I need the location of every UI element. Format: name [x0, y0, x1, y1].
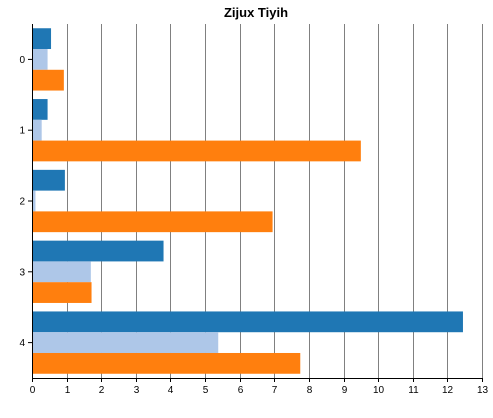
bar-2-series-1 — [32, 190, 36, 212]
x-tick-label-5: 5 — [203, 385, 209, 396]
x-tick-label-0: 0 — [30, 385, 36, 396]
x-tick-label-11: 11 — [408, 385, 419, 396]
bar-3-series-1 — [32, 261, 91, 283]
y-tick-label-4: 4 — [19, 338, 25, 349]
x-tick-label-8: 8 — [307, 385, 313, 396]
bar-3-series-0 — [32, 240, 164, 262]
bar-2-series-0 — [32, 169, 65, 191]
axes — [32, 24, 482, 379]
x-tick-label-7: 7 — [272, 385, 278, 396]
x-tick-labels: 0 1 2 3 4 5 6 7 8 9 10 11 12 13 — [30, 378, 489, 396]
chart-title: Zijux Tiyih — [224, 5, 288, 20]
bar-0-series-2 — [32, 69, 64, 91]
bar-4-series-1 — [32, 332, 219, 353]
x-tick-label-3: 3 — [134, 385, 140, 396]
bar-3-series-2 — [32, 282, 92, 303]
x-tick-label-9: 9 — [342, 385, 348, 396]
bar-0-series-1 — [32, 49, 48, 70]
y-tick-label-3: 3 — [19, 267, 25, 278]
bars — [32, 28, 463, 374]
x-tick-label-13: 13 — [477, 385, 489, 396]
y-tick-label-2: 2 — [19, 197, 25, 208]
x-tick-label-2: 2 — [99, 385, 105, 396]
x-tick-label-1: 1 — [65, 385, 71, 396]
x-tick-label-6: 6 — [238, 385, 244, 396]
bar-0-series-0 — [32, 28, 52, 50]
x-tick-label-10: 10 — [373, 385, 385, 396]
bar-2-series-2 — [32, 211, 273, 233]
y-tick-labels: 0 1 2 3 4 — [19, 55, 32, 349]
y-tick-label-0: 0 — [19, 55, 25, 66]
bar-1-series-0 — [32, 99, 48, 120]
bar-1-series-1 — [32, 119, 42, 141]
y-tick-label-1: 1 — [19, 126, 25, 137]
x-tick-label-12: 12 — [442, 385, 454, 396]
bar-4-series-2 — [32, 352, 301, 374]
bar-1-series-2 — [32, 140, 361, 162]
bar-4-series-0 — [32, 311, 463, 333]
x-tick-label-4: 4 — [168, 385, 174, 396]
